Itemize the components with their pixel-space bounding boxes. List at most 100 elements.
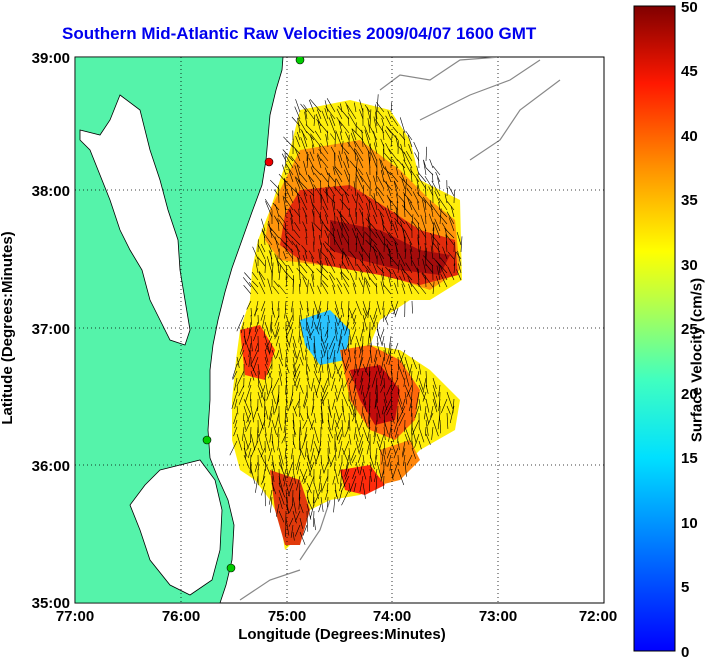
velocity-vector bbox=[268, 489, 273, 505]
velocity-vector bbox=[417, 257, 420, 267]
velocity-vector bbox=[339, 131, 343, 141]
velocity-vector bbox=[439, 215, 448, 225]
velocity-vector bbox=[359, 99, 364, 113]
velocity-vector bbox=[304, 111, 308, 127]
velocity-vector bbox=[320, 328, 322, 342]
velocity-vector bbox=[397, 356, 400, 371]
velocity-vector bbox=[317, 285, 322, 295]
velocity-vector bbox=[405, 130, 413, 141]
velocity-vector bbox=[251, 280, 259, 288]
velocity-vector bbox=[417, 237, 420, 253]
velocity-vector bbox=[366, 269, 371, 281]
velocity-vector bbox=[290, 217, 294, 232]
velocity-vector bbox=[393, 180, 399, 197]
velocity-vector bbox=[340, 300, 343, 310]
velocity-vector bbox=[373, 214, 378, 225]
velocity-vector bbox=[278, 454, 283, 470]
velocity-vector bbox=[313, 335, 316, 354]
velocity-vector bbox=[305, 124, 315, 134]
map-title: Southern Mid-Atlantic Raw Velocities 200… bbox=[62, 24, 537, 43]
velocity-vector bbox=[271, 468, 275, 482]
velocity-vector bbox=[348, 370, 357, 385]
velocity-vector bbox=[285, 342, 289, 352]
velocity-vector bbox=[355, 419, 361, 437]
velocity-vector bbox=[386, 384, 392, 396]
velocity-vector bbox=[362, 454, 365, 464]
velocity-vector bbox=[382, 300, 385, 311]
velocity-vector bbox=[324, 108, 329, 120]
velocity-vector bbox=[313, 370, 320, 384]
velocity-vector bbox=[264, 321, 271, 338]
velocity-vector bbox=[334, 384, 338, 393]
velocity-vector bbox=[279, 258, 287, 267]
velocity-vector bbox=[425, 384, 429, 394]
velocity-vector bbox=[325, 186, 329, 197]
velocity-vector bbox=[355, 335, 362, 353]
velocity-vector bbox=[356, 227, 364, 239]
velocity-vector bbox=[299, 531, 306, 545]
velocity-vector bbox=[391, 377, 399, 393]
velocity-vector bbox=[366, 440, 371, 455]
velocity-vector bbox=[410, 256, 413, 267]
velocity-vector bbox=[406, 384, 413, 398]
velocity-vector bbox=[283, 196, 294, 211]
velocity-vector bbox=[267, 278, 273, 295]
velocity-vector bbox=[306, 377, 311, 389]
velocity-vector bbox=[362, 363, 369, 376]
velocity-vector bbox=[383, 314, 389, 326]
velocity-vector bbox=[257, 370, 260, 386]
colorbar-ticks: 50 45 40 35 30 25 20 15 10 5 0 bbox=[681, 0, 698, 659]
velocity-vector bbox=[236, 405, 239, 415]
velocity-vector bbox=[306, 503, 312, 520]
velocity-vector bbox=[376, 342, 381, 358]
velocity-vector bbox=[283, 136, 294, 148]
y-tick-label: 38:00 bbox=[32, 183, 70, 200]
velocity-vector bbox=[284, 307, 287, 319]
velocity-vector bbox=[232, 370, 238, 380]
velocity-vector bbox=[298, 433, 301, 451]
velocity-vector bbox=[284, 242, 294, 253]
velocity-vector bbox=[248, 321, 252, 334]
velocity-vector bbox=[347, 300, 350, 318]
velocity-vector bbox=[340, 475, 350, 492]
velocity-vector bbox=[252, 246, 259, 260]
x-tick-label: 72:00 bbox=[579, 608, 617, 625]
velocity-vector bbox=[243, 419, 246, 430]
velocity-vector bbox=[396, 193, 399, 204]
velocity-vector bbox=[355, 363, 359, 377]
velocity-vector bbox=[336, 108, 343, 120]
velocity-vector bbox=[397, 398, 404, 414]
velocity-vector bbox=[373, 307, 378, 320]
velocity-vector bbox=[319, 250, 329, 260]
velocity-vector bbox=[380, 230, 385, 239]
velocity-vector bbox=[376, 300, 381, 315]
velocity-vector bbox=[301, 245, 308, 253]
velocity-vector bbox=[352, 228, 357, 239]
velocity-vector bbox=[263, 328, 266, 338]
velocity-vector bbox=[345, 342, 350, 351]
velocity-vector bbox=[409, 363, 413, 376]
velocity-vector bbox=[303, 192, 308, 204]
velocity-vector bbox=[334, 178, 336, 190]
velocity-vector bbox=[380, 159, 385, 169]
velocity-vector bbox=[290, 300, 294, 313]
velocity-vector bbox=[341, 321, 345, 331]
velocity-vector bbox=[339, 263, 343, 274]
velocity-vector bbox=[281, 433, 287, 444]
velocity-vector bbox=[327, 173, 330, 190]
velocity-vector bbox=[438, 384, 441, 397]
velocity-vector bbox=[292, 412, 295, 427]
velocity-vector bbox=[399, 349, 406, 363]
velocity-vector bbox=[383, 236, 385, 253]
velocity-vector bbox=[438, 398, 441, 411]
velocity-vector bbox=[290, 155, 301, 169]
velocity-vector bbox=[327, 172, 336, 183]
velocity-vector bbox=[294, 510, 301, 522]
velocity-vector bbox=[343, 283, 350, 295]
velocity-vector bbox=[246, 300, 252, 310]
velocity-vector bbox=[310, 135, 315, 148]
velocity-vector bbox=[292, 405, 298, 417]
velocity-vector bbox=[334, 419, 340, 430]
velocity-vector bbox=[314, 130, 322, 141]
velocity-vector bbox=[334, 132, 336, 148]
